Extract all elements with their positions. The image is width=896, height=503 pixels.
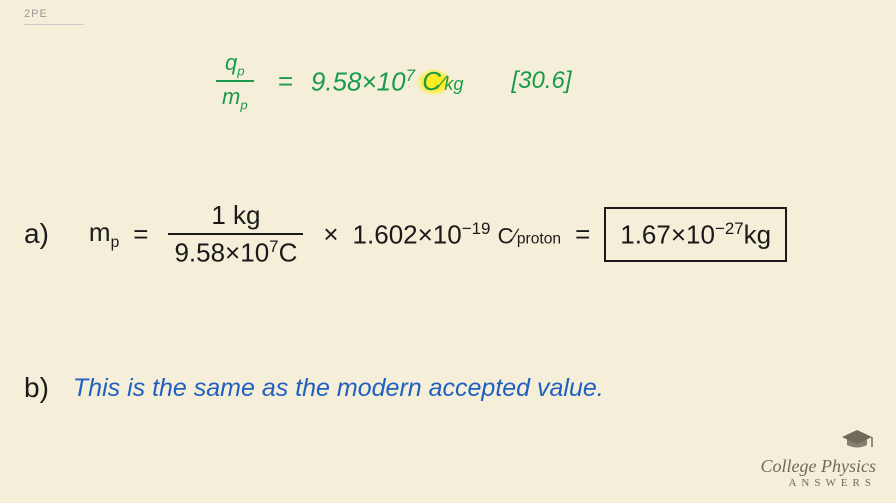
highlighted-unit: C∕kg bbox=[422, 66, 463, 97]
times-sign: × bbox=[323, 219, 338, 250]
part-b: b) This is the same as the modern accept… bbox=[24, 372, 604, 404]
logo-title: College Physics bbox=[761, 456, 876, 477]
part-a-equation: mp = 1 kg 9.58×107C × 1.602×10−19 C∕prot… bbox=[89, 200, 787, 269]
lhs: mp bbox=[89, 217, 119, 252]
part-a: a) mp = 1 kg 9.58×107C × 1.602×10−19 C∕p… bbox=[24, 200, 787, 269]
logo-subtitle: ANSWERS bbox=[761, 477, 876, 489]
logo: College Physics ANSWERS bbox=[761, 428, 876, 489]
frac-den: 9.58×107C bbox=[168, 233, 303, 269]
mass-fraction: 1 kg 9.58×107C bbox=[168, 200, 303, 269]
equals-2: = bbox=[575, 219, 590, 250]
equals-sign: = bbox=[278, 66, 293, 97]
equals-1: = bbox=[133, 219, 148, 250]
given-value: 9.58×107 C∕kg bbox=[311, 66, 464, 98]
part-b-text: This is the same as the modern accepted … bbox=[73, 374, 604, 403]
frac-num: 1 kg bbox=[205, 200, 266, 233]
ratio-denominator: mp bbox=[216, 80, 254, 112]
charge-value: 1.602×10−19 C∕proton bbox=[353, 219, 562, 251]
ratio-fraction: qp mp bbox=[216, 50, 254, 113]
problem-tab: 2PE bbox=[24, 8, 84, 25]
reference-number: [30.6] bbox=[511, 67, 571, 95]
ratio-numerator: qp bbox=[219, 50, 251, 80]
boxed-result: 1.67×10−27kg bbox=[604, 207, 787, 263]
logo-icon bbox=[761, 428, 876, 452]
part-a-label: a) bbox=[24, 218, 49, 250]
part-b-label: b) bbox=[24, 372, 49, 404]
given-equation: qp mp = 9.58×107 C∕kg [30.6] bbox=[210, 50, 572, 113]
